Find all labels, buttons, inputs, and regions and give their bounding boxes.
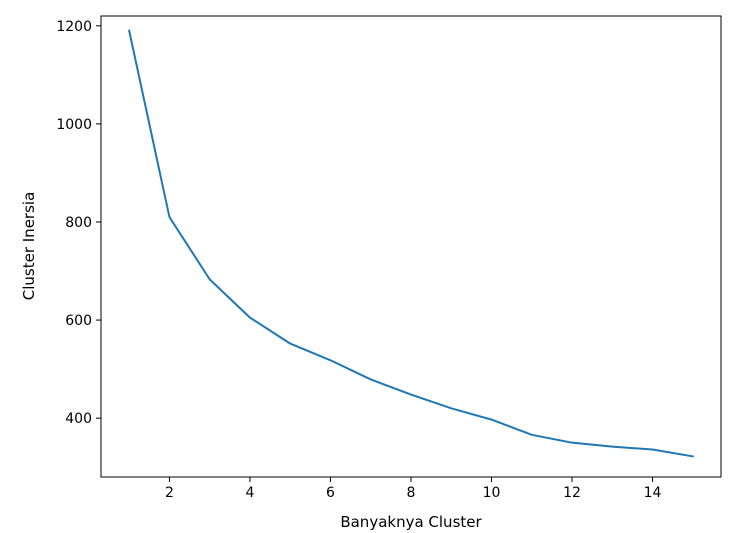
x-axis: 2 4 6 8 10 12 14 (165, 477, 662, 501)
plot-area (100, 15, 722, 478)
y-tick-label: 800 (65, 215, 92, 231)
x-tick-label: 6 (326, 485, 335, 501)
y-axis: 400 600 800 1000 1200 (56, 19, 101, 427)
x-tick-label: 8 (407, 485, 416, 501)
y-axis-label: Cluster Inersia (20, 192, 38, 301)
x-tick-label: 12 (563, 485, 581, 501)
x-tick-label: 4 (246, 485, 255, 501)
plot-frame (100, 15, 722, 478)
x-tick-label: 10 (483, 485, 501, 501)
x-tick-label: 2 (165, 485, 174, 501)
y-tick-label: 600 (65, 313, 92, 329)
series-layer (127, 29, 694, 458)
y-tick-label: 1200 (56, 19, 92, 35)
series-line-0 (127, 29, 694, 458)
x-axis-label: Banyaknya Cluster (340, 513, 482, 531)
x-tick-label: 14 (644, 485, 662, 501)
y-tick-label: 1000 (56, 117, 92, 133)
y-tick-label: 400 (65, 411, 92, 427)
